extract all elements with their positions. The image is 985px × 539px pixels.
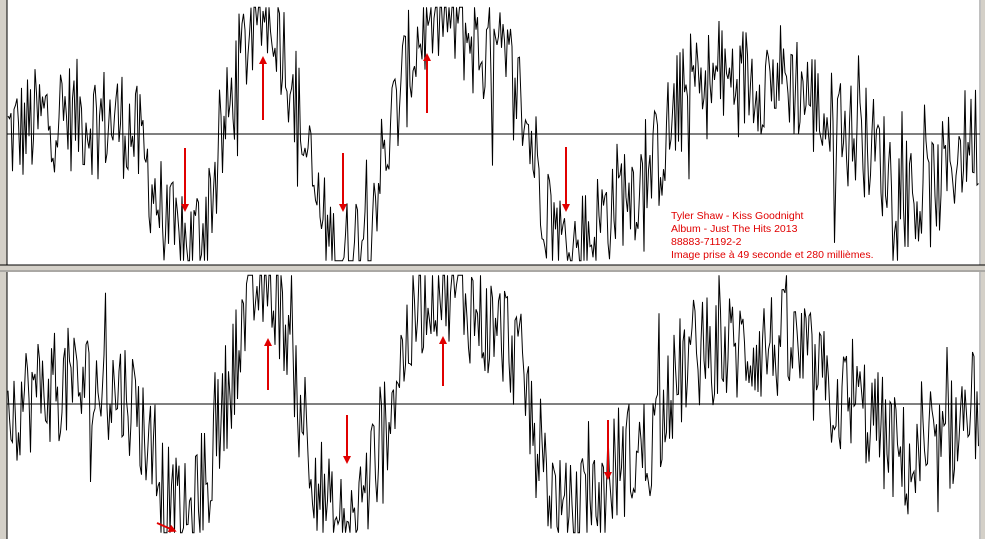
channel-divider (0, 265, 985, 272)
caption-line: Album - Just The Hits 2013 (671, 223, 798, 235)
caption-line: 88883-71192-2 (671, 236, 742, 248)
arrow (156, 522, 177, 533)
caption-line: Image prise à 49 seconde et 280 millième… (671, 249, 874, 261)
waveform (7, 6, 979, 262)
waveform (7, 274, 979, 534)
arrows (156, 53, 612, 533)
waveforms (7, 6, 979, 534)
caption-line: Tyler Shaw - Kiss Goodnight (671, 210, 804, 222)
